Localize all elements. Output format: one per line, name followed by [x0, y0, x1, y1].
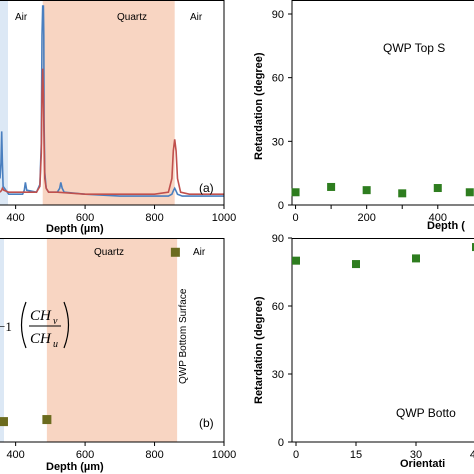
panel-d-y-tick-label: 0 — [278, 437, 284, 449]
panel-d-y-tick-label: 90 — [272, 233, 284, 245]
panel-b-x-tick-label: 1000 — [212, 449, 236, 461]
panel-b-data-point — [170, 247, 180, 257]
panel-d-x-tick-label: 15 — [350, 449, 362, 461]
panel-c-x-tick-label: 0 — [292, 212, 298, 224]
panel-c-y-tick-label: 0 — [278, 200, 284, 212]
panel-a-x-tick-label: 800 — [145, 212, 163, 224]
panel-c-data-point — [362, 186, 371, 195]
panel-a-series-line-2 — [0, 68, 224, 195]
panel-d-x-tick-label: 30 — [410, 449, 422, 461]
panel-a-region-air-right: Air — [190, 12, 203, 23]
panel-c-title: QWP Top S — [383, 41, 445, 55]
panel-d-y-axis-label: Retardation (degree) — [253, 296, 265, 404]
panel-d-retardation-orientation: QWP Botto Retardation (degree) 0 15 30 45 0 3… — [253, 233, 474, 470]
panel-a-region-air-left: Air — [15, 12, 28, 23]
panel-a-region-quartz: Quartz — [117, 12, 147, 23]
panel-d-data-point — [352, 260, 360, 269]
panel-d-y-tick-label: 30 — [272, 369, 284, 381]
formula-denominator: CH — [30, 331, 52, 347]
formula-denominator-sub: u — [53, 339, 58, 350]
panel-b-x-tick-label: 600 — [76, 449, 94, 461]
panel-c-y-tick-label: 60 — [272, 73, 284, 85]
panel-c-x-tick-label: 400 — [429, 212, 447, 224]
panel-a-spectrum: Air Quartz Air (a) 400 600 800 1000 Depth (… — [0, 0, 236, 235]
panel-a-air-left-band — [0, 0, 8, 205]
panel-c-y-axis-label: Retardation (degree) — [253, 52, 265, 160]
panel-d-data-point — [412, 254, 420, 263]
panel-b-x-tick-label: 800 — [145, 449, 163, 461]
panel-d-data-point — [472, 243, 474, 252]
panel-d-x-tick-label: 45 — [470, 449, 474, 461]
panel-b-region-quartz: Quartz — [94, 247, 124, 258]
panel-c-y-tick-label: 30 — [272, 136, 284, 148]
panel-a-x-tick-label: 600 — [76, 212, 94, 224]
panel-a-quartz-region — [42, 0, 175, 205]
formula-prefix: −1 — [0, 319, 12, 334]
panel-c-x-axis-label: Depth ( — [427, 220, 465, 232]
panel-b-quartz-region — [46, 238, 178, 442]
panel-a-x-tick-label: 1000 — [212, 212, 236, 224]
panel-c-y-tick-label: 90 — [272, 9, 284, 21]
panel-b-vertical-annotation: QWP Bottom Surface — [178, 288, 189, 384]
panel-d-x-axis-label: Orientati — [400, 458, 445, 470]
panel-b-data-point — [42, 415, 52, 425]
panel-c-data-point — [398, 189, 407, 198]
panel-d-data-point — [292, 256, 300, 265]
formula-left-paren — [20, 301, 27, 349]
formula-right-paren — [63, 301, 70, 349]
formula-numerator-sub: v — [53, 316, 58, 327]
panel-c-x-tick-label: 200 — [357, 212, 375, 224]
panel-d-x-tick-label: 0 — [293, 449, 299, 461]
panel-d-title: QWP Botto — [396, 406, 456, 420]
panel-b-formula: −1 CH v CH u — [0, 301, 70, 350]
panel-c-data-point — [291, 188, 300, 197]
panel-d-y-tick-label: 60 — [272, 301, 284, 313]
panel-c-data-point — [327, 182, 336, 191]
panel-c-data-point — [465, 188, 474, 197]
panel-c-data-point — [433, 184, 442, 193]
panel-b-data-point — [0, 417, 8, 427]
panel-b-label: (b) — [199, 416, 214, 430]
panel-a-x-axis-label: Depth (µm) — [46, 223, 104, 235]
panel-c-retardation-depth: QWP Top S Retardation (degree) 0 200 400 0 3… — [253, 0, 474, 232]
panel-b-depth-scatter: Quartz Air QWP Bottom Surface −1 CH v CH… — [0, 238, 236, 473]
panel-a-label: (a) — [199, 181, 214, 195]
panel-b-x-axis-label: Depth (µm) — [46, 461, 104, 473]
panel-b-air-left-band — [0, 238, 4, 442]
formula-numerator: CH — [30, 308, 52, 324]
panel-b-x-tick-label: 400 — [6, 449, 24, 461]
panel-a-x-tick-label: 400 — [6, 212, 24, 224]
panel-b-region-air: Air — [193, 247, 206, 258]
